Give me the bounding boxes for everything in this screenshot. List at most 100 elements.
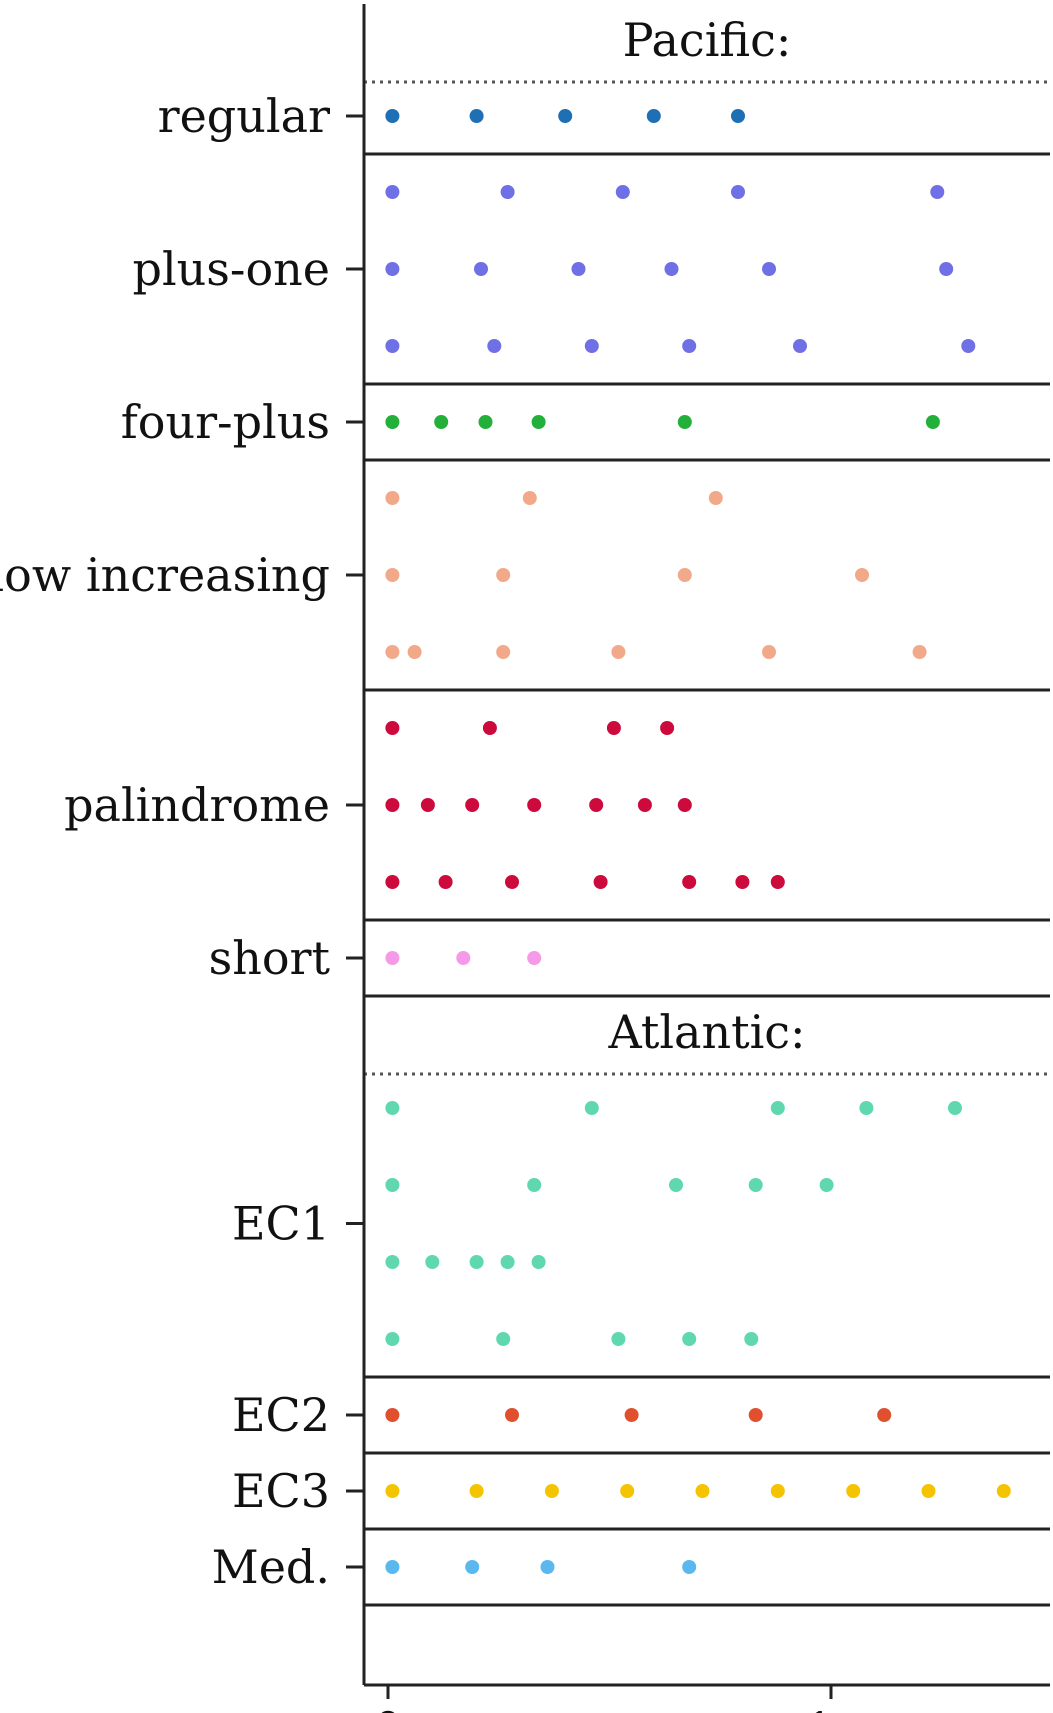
category-label-med: Med.: [212, 1540, 330, 1594]
data-point-ec1-r2-p1: [425, 1255, 440, 1269]
data-point-regular-r0-p2: [558, 109, 573, 123]
data-point-ec1-r1-p3: [748, 1178, 763, 1192]
data-point-slow-increasing-r2-p1: [407, 645, 422, 659]
section-title-atlantic: Atlantic:: [607, 1005, 805, 1059]
data-point-plus-one-r0-p0: [385, 185, 400, 199]
data-point-palindrome-r2-p0: [385, 875, 400, 889]
category-label-ec1: EC1: [232, 1197, 330, 1251]
data-point-regular-r0-p3: [646, 109, 661, 123]
data-point-palindrome-r1-p2: [465, 798, 480, 812]
x-tick-label-0: 0: [373, 1702, 402, 1713]
data-point-slow-increasing-r1-p1: [496, 568, 511, 582]
data-point-palindrome-r2-p1: [438, 875, 453, 889]
data-point-ec1-r0-p1: [584, 1101, 599, 1115]
data-point-slow-increasing-r2-p2: [496, 645, 511, 659]
data-point-ec3-r0-p2: [544, 1484, 559, 1498]
category-label-plus-one: plus-one: [133, 242, 330, 296]
data-point-four-plus-r0-p5: [925, 415, 940, 429]
data-point-palindrome-r2-p4: [682, 875, 697, 889]
data-point-plus-one-r1-p0: [385, 262, 400, 276]
category-label-short: short: [209, 931, 331, 985]
data-point-ec3-r0-p3: [620, 1484, 635, 1498]
x-tick-label-1: 1 s: [805, 1702, 873, 1713]
data-point-ec1-r0-p0: [385, 1101, 400, 1115]
data-point-short-r0-p0: [385, 951, 400, 965]
data-point-med-r0-p3: [682, 1560, 697, 1574]
data-point-ec3-r0-p4: [695, 1484, 710, 1498]
data-point-palindrome-r0-p1: [482, 721, 497, 735]
data-point-ec1-r1-p2: [669, 1178, 683, 1192]
data-point-plus-one-r1-p1: [474, 262, 488, 276]
data-point-slow-increasing-r1-p2: [677, 568, 692, 582]
data-point-four-plus-r0-p3: [531, 415, 546, 429]
data-point-palindrome-r1-p3: [527, 798, 542, 812]
data-point-slow-increasing-r0-p0: [385, 491, 400, 505]
data-point-ec2-r0-p1: [505, 1408, 519, 1422]
data-point-ec2-r0-p3: [748, 1408, 763, 1422]
data-point-plus-one-r2-p5: [961, 339, 976, 353]
data-point-ec1-r3-p1: [496, 1332, 511, 1346]
data-point-ec2-r0-p2: [624, 1408, 639, 1422]
data-point-palindrome-r2-p3: [593, 875, 608, 889]
data-point-ec1-r1-p4: [819, 1178, 834, 1192]
category-label-regular: regular: [158, 89, 330, 143]
data-point-palindrome-r0-p0: [385, 721, 400, 735]
data-point-plus-one-r2-p3: [682, 339, 697, 353]
data-point-palindrome-r0-p2: [606, 721, 621, 735]
data-point-plus-one-r2-p4: [793, 339, 807, 353]
data-point-plus-one-r0-p2: [615, 185, 630, 199]
data-point-palindrome-r0-p3: [660, 721, 675, 735]
data-point-short-r0-p1: [456, 951, 471, 965]
data-point-ec1-r3-p4: [744, 1332, 759, 1346]
data-point-med-r0-p2: [540, 1560, 555, 1574]
data-point-ec1-r2-p0: [385, 1255, 400, 1269]
data-point-med-r0-p1: [465, 1560, 480, 1574]
data-point-palindrome-r1-p6: [677, 798, 692, 812]
data-point-slow-increasing-r2-p3: [611, 645, 626, 659]
data-point-ec1-r0-p3: [859, 1101, 874, 1115]
data-point-palindrome-r1-p5: [637, 798, 652, 812]
data-point-ec3-r0-p6: [846, 1484, 861, 1498]
data-point-ec3-r0-p8: [996, 1484, 1011, 1498]
data-point-ec3-r0-p0: [385, 1484, 400, 1498]
data-point-ec3-r0-p1: [469, 1484, 484, 1498]
data-point-slow-increasing-r2-p0: [385, 645, 400, 659]
data-point-ec1-r3-p3: [682, 1332, 697, 1346]
data-point-slow-increasing-r2-p5: [912, 645, 927, 659]
section-title-pacific: Pacific:: [623, 13, 792, 67]
data-point-four-plus-r0-p1: [434, 415, 449, 429]
category-label-four-plus: four-plus: [121, 395, 330, 449]
category-label-slow-increasing: slow increasing: [0, 548, 330, 602]
data-point-ec3-r0-p5: [770, 1484, 785, 1498]
data-point-regular-r0-p4: [731, 109, 745, 123]
data-point-regular-r0-p1: [469, 109, 484, 123]
data-point-palindrome-r2-p2: [505, 875, 519, 889]
data-point-palindrome-r2-p6: [770, 875, 785, 889]
data-point-plus-one-r1-p4: [762, 262, 776, 276]
data-point-ec1-r2-p2: [469, 1255, 484, 1269]
data-point-plus-one-r1-p3: [664, 262, 679, 276]
data-point-palindrome-r1-p4: [589, 798, 604, 812]
data-point-four-plus-r0-p0: [385, 415, 400, 429]
data-point-plus-one-r2-p2: [584, 339, 599, 353]
data-point-plus-one-r2-p0: [385, 339, 400, 353]
data-point-ec1-r1-p0: [385, 1178, 400, 1192]
data-point-ec1-r0-p2: [770, 1101, 785, 1115]
data-point-palindrome-r1-p1: [420, 798, 435, 812]
data-point-four-plus-r0-p4: [677, 415, 692, 429]
plot-area: [346, 4, 1050, 1699]
data-point-ec2-r0-p4: [877, 1408, 892, 1422]
data-point-palindrome-r1-p0: [385, 798, 400, 812]
data-point-ec1-r2-p3: [500, 1255, 515, 1269]
data-point-plus-one-r0-p1: [500, 185, 515, 199]
data-point-slow-increasing-r0-p2: [708, 491, 723, 505]
data-point-plus-one-r0-p4: [930, 185, 945, 199]
data-point-slow-increasing-r0-p1: [522, 491, 537, 505]
data-point-ec3-r0-p7: [921, 1484, 936, 1498]
category-labels: Pacific: regular plus-one four-plus slow inc…: [0, 13, 873, 1713]
data-point-ec1-r0-p4: [948, 1101, 962, 1115]
data-point-plus-one-r2-p1: [487, 339, 502, 353]
data-point-regular-r0-p0: [385, 109, 400, 123]
data-point-ec1-r3-p0: [385, 1332, 400, 1346]
data-point-four-plus-r0-p2: [478, 415, 493, 429]
